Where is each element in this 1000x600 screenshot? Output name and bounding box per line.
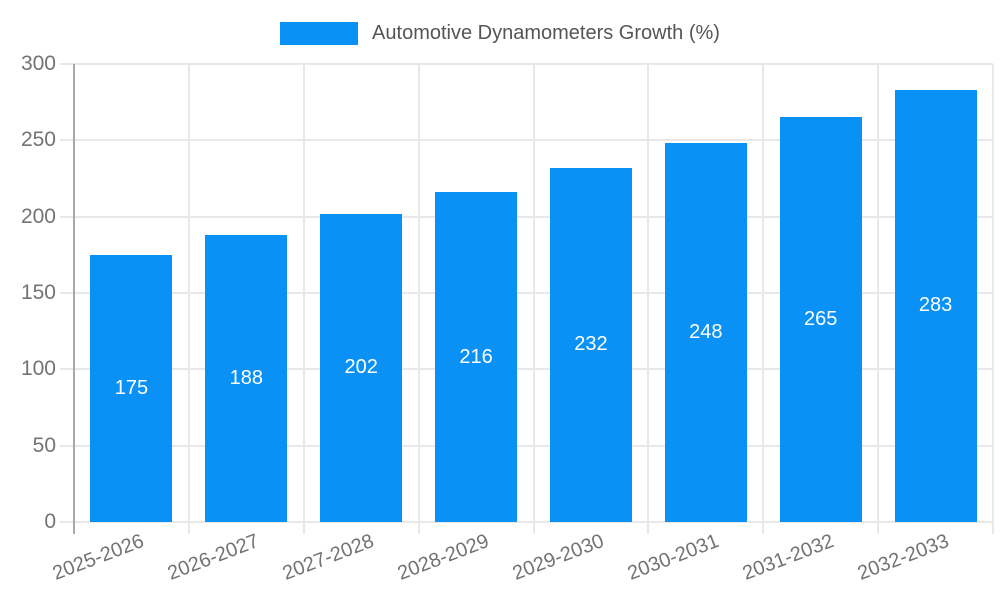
- bar-2027-2028: 202: [320, 213, 403, 522]
- y-gridline: [60, 521, 993, 523]
- bar-value-label: 216: [459, 345, 493, 368]
- x-gridline: [762, 64, 765, 534]
- bar-2029-2030: 232: [549, 167, 632, 522]
- bar-2028-2029: 216: [435, 192, 518, 522]
- legend-swatch: [280, 21, 359, 45]
- x-gridline: [647, 64, 650, 534]
- y-gridline: [60, 292, 993, 294]
- y-tick-label: 300: [20, 52, 56, 75]
- x-gridline: [302, 64, 305, 534]
- y-axis-line: [73, 64, 75, 534]
- bar-value-label: 248: [689, 321, 723, 344]
- y-tick-label: 100: [20, 357, 56, 381]
- y-tick-label: 50: [32, 433, 56, 457]
- bar-value-label: 232: [574, 333, 608, 356]
- x-gridline: [532, 64, 535, 534]
- x-gridline: [187, 64, 190, 534]
- y-gridline: [60, 215, 993, 218]
- bar-value-label: 283: [918, 294, 953, 317]
- bar-value-label: 188: [229, 366, 263, 389]
- chart-legend[interactable]: Automotive Dynamometers Growth (%): [0, 18, 1000, 48]
- bar-value-label: 175: [114, 376, 149, 399]
- x-gridline: [992, 64, 994, 534]
- bar-2025-2026: 175: [90, 254, 173, 522]
- bar-2032-2033: 283: [894, 89, 977, 522]
- x-gridline: [417, 64, 420, 534]
- x-gridline: [877, 64, 880, 534]
- y-tick-label: 200: [20, 204, 56, 228]
- legend-label: Automotive Dynamometers Growth (%): [372, 21, 720, 44]
- bar-value-label: 265: [804, 308, 838, 331]
- y-tick-label: 250: [20, 128, 56, 152]
- y-gridline: [60, 368, 993, 371]
- y-gridline: [60, 63, 993, 65]
- bar-2031-2032: 265: [779, 117, 862, 522]
- y-tick-label: 0: [44, 510, 56, 533]
- bar-value-label: 202: [344, 356, 378, 379]
- bar-2026-2027: 188: [205, 234, 288, 522]
- y-gridline: [60, 444, 993, 447]
- y-tick-label: 150: [20, 281, 56, 304]
- bar-2030-2031: 248: [664, 143, 747, 522]
- y-gridline: [60, 139, 993, 142]
